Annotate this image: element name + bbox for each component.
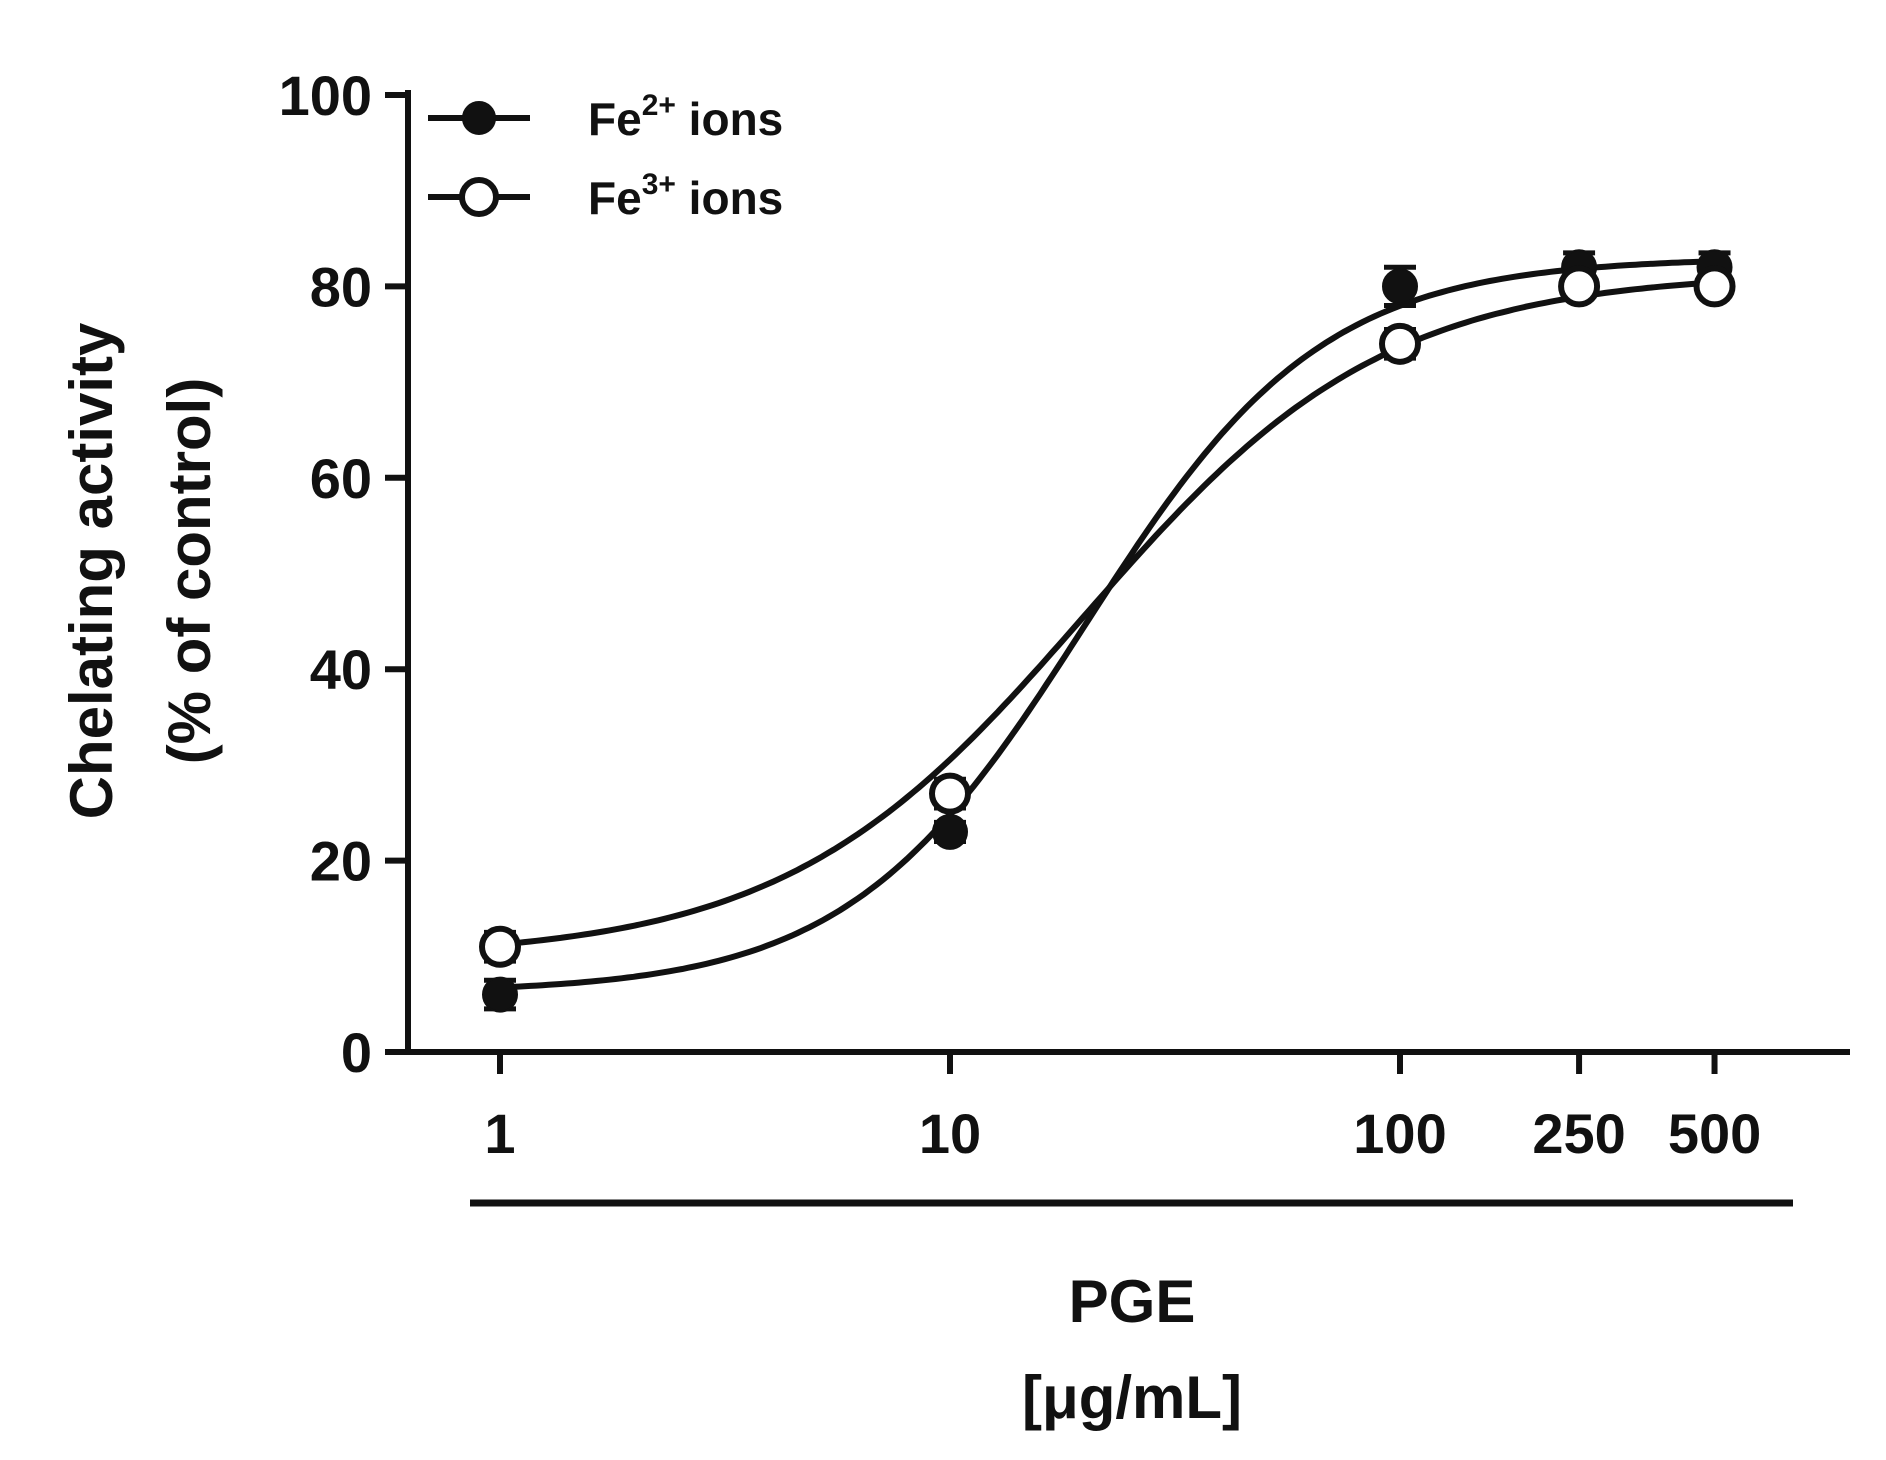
error-bars xyxy=(484,250,1731,1012)
y-axis-title-line1: Chelating activity xyxy=(58,322,125,819)
y-tick-label: 40 xyxy=(310,638,372,701)
data-point-open xyxy=(929,772,971,815)
data-point-filled xyxy=(482,976,518,1013)
data-point-filled xyxy=(932,813,968,850)
x-axis-title: PGE xyxy=(1069,1268,1196,1335)
data-point-open xyxy=(1558,265,1601,308)
data-markers xyxy=(479,249,1736,1013)
y-tick-label: 20 xyxy=(310,830,372,893)
data-point-open xyxy=(1693,265,1736,308)
y-tick-label: 0 xyxy=(341,1021,372,1084)
legend-marker-filled xyxy=(462,101,496,135)
x-ticks: 1 10 100 250 500 xyxy=(484,1052,1761,1165)
legend-label: Fe2+ ions xyxy=(588,89,783,145)
data-point-open xyxy=(479,925,521,968)
x-tick-label: 1 xyxy=(484,1102,515,1165)
x-tick-label: 100 xyxy=(1353,1102,1446,1165)
x-tick-label: 250 xyxy=(1532,1102,1625,1165)
legend-label: Fe3+ ions xyxy=(588,168,783,224)
y-tick-label: 100 xyxy=(279,64,372,127)
y-tick-label: 60 xyxy=(310,447,372,510)
x-tick-label: 500 xyxy=(1668,1102,1761,1165)
fit-curve xyxy=(499,279,1715,948)
y-tick-label: 80 xyxy=(310,255,372,318)
fit-curves xyxy=(499,258,1715,991)
x-axis-unit: [μg/mL] xyxy=(1022,1364,1242,1431)
legend-marker-open xyxy=(459,177,499,217)
y-ticks: 0 20 40 60 80 100 xyxy=(279,64,408,1084)
data-point-open xyxy=(1379,322,1421,365)
x-tick-label: 10 xyxy=(919,1102,981,1165)
fit-curve xyxy=(499,258,1715,991)
y-axis-title-line2: (% of control) xyxy=(156,378,223,765)
data-point-filled xyxy=(1382,268,1418,305)
legend: Fe2+ ions Fe3+ ions xyxy=(428,89,783,224)
plot-area: 0 20 40 60 80 100 1 10 100 250 500 xyxy=(279,64,1850,1165)
